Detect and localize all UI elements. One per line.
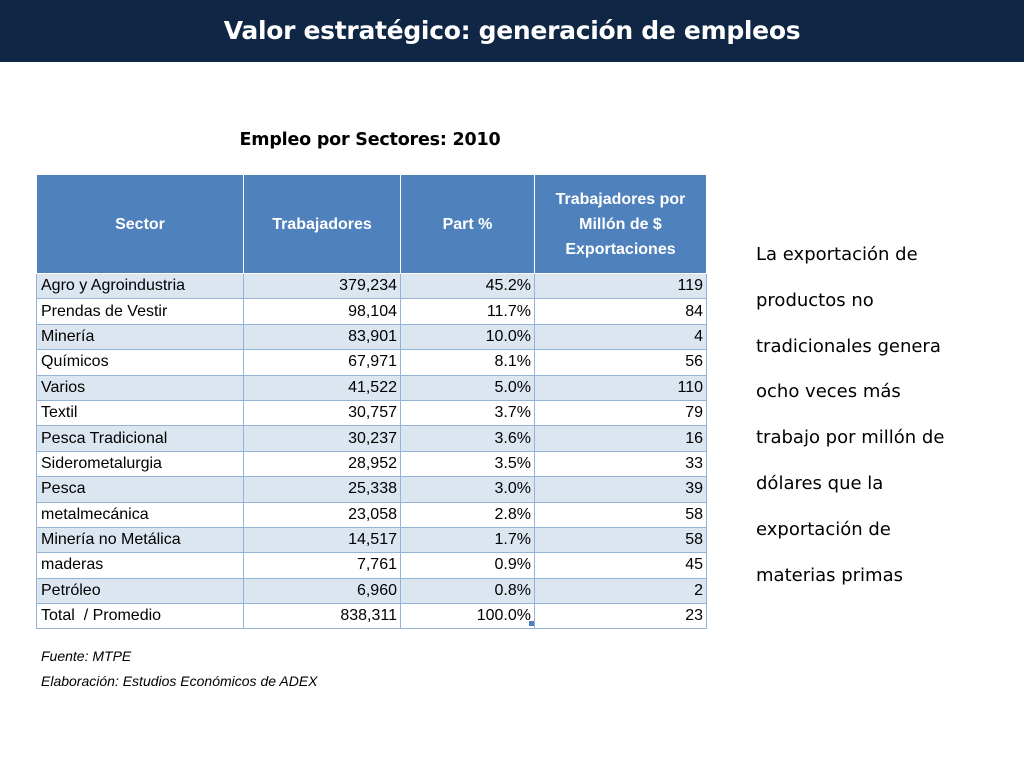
cell-ratio: 79 bbox=[534, 399, 707, 427]
side-text-line: trabajo por millón de bbox=[756, 427, 945, 449]
table-title: Empleo por Sectores: 2010 bbox=[239, 130, 501, 150]
source-note: Fuente: MTPE bbox=[41, 648, 132, 664]
cell-trabajadores: 379,234 bbox=[243, 272, 401, 300]
table-row: Siderometalurgia 28,952 3.5% 33 bbox=[36, 450, 707, 478]
cell-trabajadores: 14,517 bbox=[243, 526, 401, 554]
cell-ratio: 84 bbox=[534, 298, 707, 325]
table-row: maderas 7,761 0.9% 45 bbox=[36, 552, 707, 579]
cell-ratio: 4 bbox=[534, 323, 707, 351]
side-commentary: La exportación de productos no tradicion… bbox=[756, 232, 996, 598]
side-text-line: dólares que la bbox=[756, 472, 884, 494]
elaboration-note: Elaboración: Estudios Económicos de ADEX bbox=[41, 673, 318, 689]
header-part: Part % bbox=[400, 174, 535, 274]
cell-trabajadores: 30,757 bbox=[243, 399, 401, 427]
table-row: Pesca Tradicional 30,237 3.6% 16 bbox=[36, 425, 707, 452]
cell-ratio: 56 bbox=[534, 349, 707, 376]
cell-sector: Agro y Agroindustria bbox=[36, 272, 244, 300]
header-ratio: Trabajadores por Millón de $ Exportacion… bbox=[534, 174, 707, 274]
cell-trabajadores: 41,522 bbox=[243, 374, 401, 401]
cell-sector: maderas bbox=[36, 552, 244, 579]
cell-ratio: 16 bbox=[534, 425, 707, 452]
cell-trabajadores: 6,960 bbox=[243, 577, 401, 605]
cell-ratio: 33 bbox=[534, 450, 707, 478]
side-text-line: tradicionales genera bbox=[756, 335, 941, 357]
table-row: Químicos 67,971 8.1% 56 bbox=[36, 349, 707, 376]
side-text-line: ocho veces más bbox=[756, 381, 901, 403]
cell-sector: Petróleo bbox=[36, 577, 244, 605]
cell-trabajadores: 98,104 bbox=[243, 298, 401, 325]
slide-title: Valor estratégico: generación de empleos bbox=[223, 16, 801, 45]
header-sector: Sector bbox=[36, 174, 244, 274]
header-ratio-line2: Millón de $ bbox=[579, 215, 662, 233]
cell-sector: Textil bbox=[36, 399, 244, 427]
cell-sector: Minería bbox=[36, 323, 244, 351]
cell-sector: Químicos bbox=[36, 349, 244, 376]
cell-sector: Siderometalurgia bbox=[36, 450, 244, 478]
cell-selection-handle bbox=[529, 621, 534, 626]
side-text-line: materias primas bbox=[756, 564, 903, 586]
cell-ratio: 39 bbox=[534, 476, 707, 503]
cell-part: 3.7% bbox=[400, 399, 535, 427]
cell-part: 8.1% bbox=[400, 349, 535, 376]
cell-trabajadores: 23,058 bbox=[243, 501, 401, 528]
cell-part: 2.8% bbox=[400, 501, 535, 528]
table-row: Varios 41,522 5.0% 110 bbox=[36, 374, 707, 401]
cell-sector: metalmecánica bbox=[36, 501, 244, 528]
cell-ratio: 45 bbox=[534, 552, 707, 579]
header-bar bbox=[0, 0, 1024, 62]
table-row: Textil 30,757 3.7% 79 bbox=[36, 399, 707, 427]
side-text-line: productos no bbox=[756, 289, 874, 311]
cell-trabajadores: 28,952 bbox=[243, 450, 401, 478]
table-body: Agro y Agroindustria 379,234 45.2% 119 P… bbox=[36, 272, 707, 630]
cell-trabajadores: 30,237 bbox=[243, 425, 401, 452]
cell-sector: Varios bbox=[36, 374, 244, 401]
table-row: Minería 83,901 10.0% 4 bbox=[36, 323, 707, 351]
cell-trabajadores: 7,761 bbox=[243, 552, 401, 579]
header-ratio-line3: Exportaciones bbox=[565, 240, 676, 258]
table-total-row: Total / Promedio 838,311 100.0% 23 bbox=[36, 603, 707, 630]
cell-part: 100.0% bbox=[400, 603, 535, 630]
cell-trabajadores: 83,901 bbox=[243, 323, 401, 351]
table-row: Prendas de Vestir 98,104 11.7% 84 bbox=[36, 298, 707, 325]
header-ratio-line1: Trabajadores por bbox=[555, 190, 686, 208]
header-trabajadores: Trabajadores bbox=[243, 174, 401, 274]
cell-sector: Pesca Tradicional bbox=[36, 425, 244, 452]
table-row: Minería no Metálica 14,517 1.7% 58 bbox=[36, 526, 707, 554]
cell-ratio: 2 bbox=[534, 577, 707, 605]
side-text-line: exportación de bbox=[756, 518, 891, 540]
cell-ratio: 58 bbox=[534, 501, 707, 528]
cell-part: 5.0% bbox=[400, 374, 535, 401]
table-notes: Fuente: MTPE Elaboración: Estudios Econó… bbox=[41, 644, 318, 694]
cell-sector: Minería no Metálica bbox=[36, 526, 244, 554]
cell-part: 3.0% bbox=[400, 476, 535, 503]
cell-trabajadores: 838,311 bbox=[243, 603, 401, 630]
cell-part: 1.7% bbox=[400, 526, 535, 554]
table-header-row: Sector Trabajadores Part % Trabajadores … bbox=[36, 174, 707, 274]
cell-part: 10.0% bbox=[400, 323, 535, 351]
cell-part: 45.2% bbox=[400, 272, 535, 300]
cell-part: 3.5% bbox=[400, 450, 535, 478]
table-row: metalmecánica 23,058 2.8% 58 bbox=[36, 501, 707, 528]
cell-trabajadores: 67,971 bbox=[243, 349, 401, 376]
cell-ratio: 23 bbox=[534, 603, 707, 630]
cell-sector: Total / Promedio bbox=[36, 603, 244, 630]
cell-trabajadores: 25,338 bbox=[243, 476, 401, 503]
cell-part: 3.6% bbox=[400, 425, 535, 452]
cell-ratio: 110 bbox=[534, 374, 707, 401]
employment-table: Sector Trabajadores Part % Trabajadores … bbox=[36, 174, 707, 630]
side-text-line: La exportación de bbox=[756, 244, 918, 265]
cell-ratio: 58 bbox=[534, 526, 707, 554]
cell-part: 0.9% bbox=[400, 552, 535, 579]
table-row: Petróleo 6,960 0.8% 2 bbox=[36, 577, 707, 605]
cell-part: 11.7% bbox=[400, 298, 535, 325]
table-row: Pesca 25,338 3.0% 39 bbox=[36, 476, 707, 503]
cell-sector: Pesca bbox=[36, 476, 244, 503]
cell-ratio: 119 bbox=[534, 272, 707, 300]
table-row: Agro y Agroindustria 379,234 45.2% 119 bbox=[36, 272, 707, 300]
cell-part: 0.8% bbox=[400, 577, 535, 605]
cell-sector: Prendas de Vestir bbox=[36, 298, 244, 325]
